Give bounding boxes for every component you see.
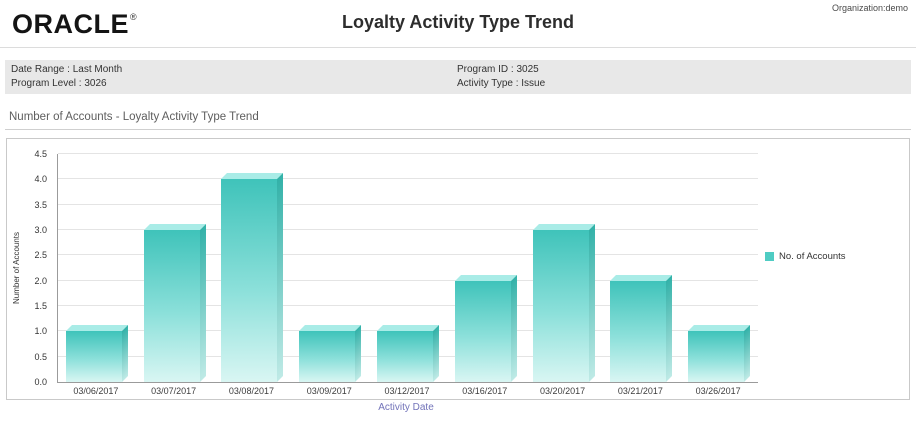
plot-area: [57, 153, 758, 383]
gridline: [58, 229, 758, 230]
bar-side-face: [277, 173, 284, 382]
gridline: [58, 153, 758, 154]
gridline: [58, 305, 758, 306]
y-tick-label: 0.5: [34, 351, 47, 362]
x-tick-label: 03/08/2017: [228, 386, 274, 396]
info-left-column: Date Range : Last Month Program Level : …: [11, 63, 122, 91]
legend-color-swatch: [765, 252, 774, 261]
x-tick-label: 03/16/2017: [462, 386, 508, 396]
x-tick-label: 03/09/2017: [306, 386, 352, 396]
bar-side-face: [510, 274, 517, 382]
bar-side-face: [199, 224, 206, 382]
bar-chart: Number of Accounts 0.0 0.5 1.0 1.5 2.0 2.5 3.0…: [6, 138, 910, 400]
oracle-logo: ORACLE®: [12, 9, 137, 40]
x-axis-ticks: 03/06/2017 03/07/2017 03/08/2017 03/09/2017…: [57, 386, 757, 396]
registered-mark-icon: ®: [130, 12, 138, 22]
bar-top-face: [65, 325, 128, 332]
y-tick-label: 1.5: [34, 301, 47, 311]
x-tick-label: 03/07/2017: [151, 386, 197, 396]
legend-series-label: No. of Accounts: [779, 251, 846, 262]
x-tick-label: 03/21/2017: [617, 386, 663, 396]
bar: [299, 325, 362, 382]
y-tick-label: 0.0: [34, 377, 47, 387]
bar: [532, 224, 595, 382]
bar-top-face: [610, 274, 673, 281]
y-tick-label: 1.0: [34, 326, 47, 337]
bar-side-face: [744, 325, 751, 382]
y-tick-label: 3.0: [34, 225, 47, 235]
program-id-label: Program ID : 3025: [457, 64, 539, 75]
date-range-label: Date Range : Last Month: [11, 64, 123, 75]
y-tick-label: 4.0: [34, 174, 47, 185]
bar-top-face: [688, 325, 751, 332]
bar: [143, 224, 206, 382]
y-tick-label: 4.5: [34, 149, 47, 159]
organization-label: Organization:demo: [831, 3, 908, 13]
bar-top-face: [143, 224, 206, 230]
bar-side-face: [433, 325, 439, 382]
bar-top-face: [454, 274, 517, 281]
bar-top-face: [532, 224, 595, 230]
chart-legend: No. of Accounts: [765, 251, 846, 262]
bar: [688, 325, 751, 382]
y-tick-label: 2.0: [34, 275, 47, 286]
x-tick-label: 03/06/2017: [73, 386, 119, 396]
bar-top-face: [299, 325, 362, 332]
gridline: [58, 203, 758, 205]
x-tick-label: 03/12/2017: [384, 386, 430, 396]
activity-type-label: Activity Type : Issue: [457, 78, 546, 89]
y-tick-label: 3.5: [34, 199, 47, 210]
chart-section-title: Number of Accounts - Loyalty Activity Ty…: [9, 111, 259, 123]
x-axis-title: Activity Date: [378, 402, 434, 413]
page-title: Loyalty Activity Type Trend: [341, 12, 575, 32]
gridline: [58, 254, 758, 256]
oracle-logo-text: ORACLE: [12, 9, 129, 39]
bar-side-face: [121, 325, 128, 382]
bar-side-face: [588, 224, 595, 382]
bar: [377, 325, 439, 382]
section-divider: [5, 129, 911, 130]
report-info-bar: Date Range : Last Month Program Level : …: [5, 60, 911, 94]
program-level-label: Program Level : 3026: [11, 78, 107, 89]
bar: [65, 325, 128, 382]
bar-top-face: [377, 325, 439, 332]
x-tick-label: 03/20/2017: [540, 386, 586, 396]
report-header: ORACLE® Loyalty Activity Type Trend Orga…: [0, 0, 916, 48]
info-right-column: Program ID : 3025 Activity Type : Issue: [457, 63, 545, 91]
bar: [221, 173, 284, 382]
y-axis-ticks: 0.0 0.5 1.0 1.5 2.0 2.5 3.0 3.5 4.0 4.5: [7, 149, 53, 387]
gridline: [58, 279, 758, 281]
bar-top-face: [221, 173, 284, 180]
bar-side-face: [666, 274, 673, 382]
x-tick-label: 03/26/2017: [695, 386, 741, 396]
gridline: [58, 178, 758, 180]
bar: [610, 274, 673, 382]
bar-side-face: [355, 325, 362, 382]
y-tick-label: 2.5: [34, 250, 47, 261]
bar: [454, 274, 517, 382]
